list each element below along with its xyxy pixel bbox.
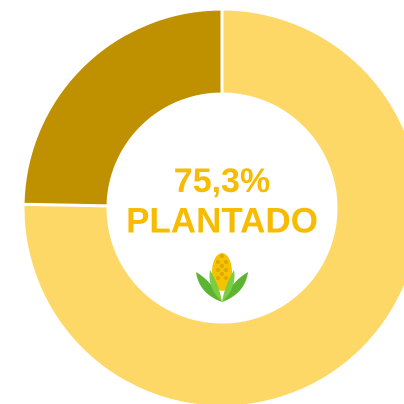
wedge [21, 7, 224, 208]
corn-icon [196, 253, 248, 302]
donut [21, 7, 404, 404]
wedge [21, 7, 404, 404]
center-label: PLANTADO [126, 201, 318, 240]
center-value: 75,3% [174, 162, 270, 200]
